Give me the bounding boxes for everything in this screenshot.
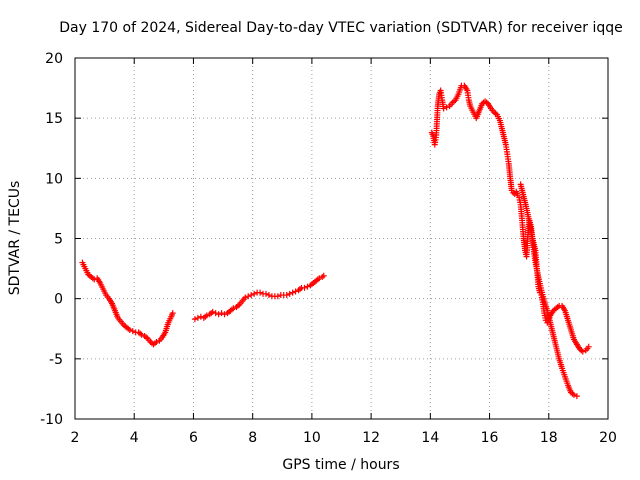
x-tick-label: 4	[130, 430, 139, 446]
data-point	[251, 290, 258, 297]
data-point	[570, 391, 577, 398]
data-point	[129, 328, 136, 335]
x-tick-label: 6	[189, 430, 198, 446]
x-tick-label: 14	[421, 430, 439, 446]
y-tick-label: 20	[45, 51, 63, 67]
y-tick-label: 15	[45, 111, 63, 127]
x-tick-label: 18	[540, 430, 558, 446]
x-axis-label: GPS time / hours	[282, 457, 399, 473]
x-tick-label: 20	[599, 430, 617, 446]
data-point	[218, 310, 225, 317]
data-point	[203, 312, 210, 319]
y-tick-label: 5	[54, 232, 63, 248]
data-point	[169, 310, 176, 317]
data-point	[191, 316, 198, 323]
data-point	[579, 348, 586, 355]
data-point	[440, 105, 447, 112]
data-point	[316, 275, 323, 282]
y-tick-label: 0	[54, 292, 63, 308]
data-point	[265, 292, 272, 299]
x-tick-label: 2	[71, 430, 80, 446]
x-tick-label: 10	[303, 430, 321, 446]
data-point	[215, 311, 222, 318]
data-point	[257, 289, 264, 296]
plot-frame	[74, 57, 609, 420]
data-point	[230, 305, 237, 312]
y-tick-label: -5	[49, 352, 63, 368]
data-point	[126, 326, 133, 333]
y-axis-label: SDTVAR / TECUs	[7, 181, 23, 296]
data-point	[283, 292, 290, 299]
data-point	[212, 310, 219, 317]
y-tick-label: 10	[45, 171, 63, 187]
data-point	[289, 289, 296, 296]
data-point	[443, 104, 450, 111]
data-point	[262, 290, 269, 297]
data-point	[194, 314, 201, 321]
data-point	[221, 311, 228, 318]
x-tick-label: 12	[362, 430, 380, 446]
series-sdtvar	[79, 82, 592, 400]
tick-layer: 2 4 6 8 10 12 14 16 18 20 -10 -5 0 5 10 15 20	[40, 51, 617, 446]
data-point	[292, 288, 299, 295]
grid-layer	[75, 58, 608, 419]
x-tick-label: 16	[481, 430, 499, 446]
y-tick-label: -10	[40, 412, 63, 428]
data-point	[585, 343, 592, 350]
data-point	[138, 331, 145, 338]
data-point	[301, 284, 308, 291]
data-point	[248, 292, 255, 299]
data-point	[320, 272, 327, 279]
data-point	[573, 393, 580, 400]
x-tick-label: 8	[248, 430, 257, 446]
data-point	[209, 308, 216, 315]
data-point	[245, 293, 252, 300]
data-point	[304, 283, 311, 290]
data-point	[153, 338, 160, 345]
data-point	[286, 290, 293, 297]
data-point	[242, 294, 249, 301]
series-layer	[79, 82, 592, 400]
data-point	[274, 293, 281, 300]
chart-title: Day 170 of 2024, Sidereal Day-to-day VTE…	[59, 20, 623, 36]
